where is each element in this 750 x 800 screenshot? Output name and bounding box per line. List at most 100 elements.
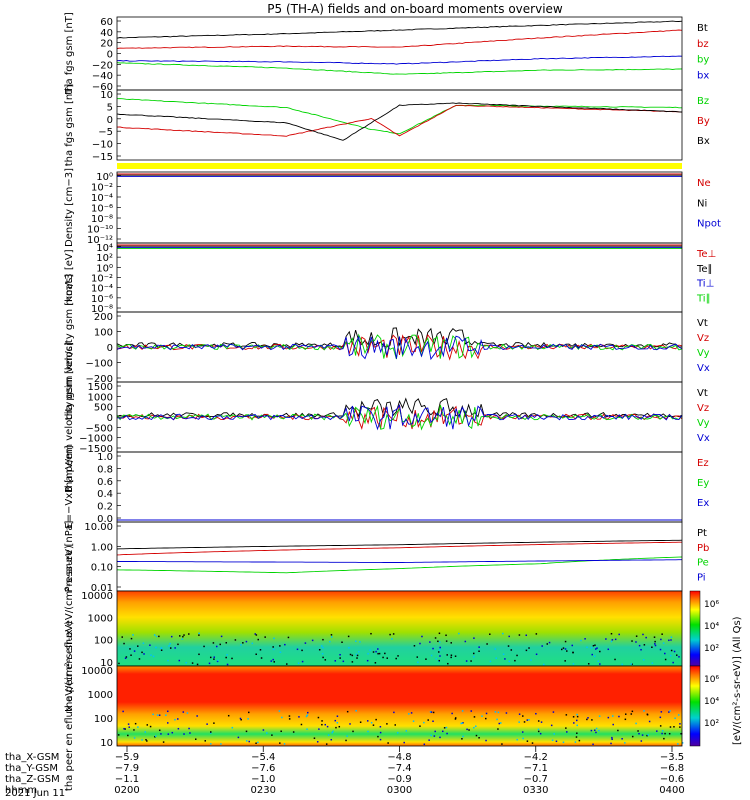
- spectrogram-speck: [594, 729, 596, 732]
- y-tick-label: 0.0: [97, 514, 113, 525]
- xaxis-value: −7.9: [115, 763, 139, 774]
- spectrogram-speck: [641, 734, 644, 736]
- spectrogram-speck: [231, 726, 234, 729]
- y-tick-label: 0.6: [97, 477, 113, 488]
- spectrogram-speck: [318, 728, 320, 730]
- spectrogram-speck: [239, 717, 242, 720]
- spectrogram-speck: [220, 743, 222, 745]
- spectrogram-speck: [460, 722, 462, 725]
- spectrogram-speck: [266, 732, 268, 734]
- spectrogram-speck: [336, 715, 339, 717]
- spectrogram-speck: [171, 731, 174, 734]
- spectrogram-speck: [562, 741, 565, 744]
- spectrogram-speck: [181, 638, 183, 640]
- spectrogram-speck: [382, 656, 384, 659]
- spectrogram-speck: [356, 657, 358, 659]
- spectrogram-speck: [352, 730, 354, 733]
- spectrogram-speck: [526, 719, 529, 721]
- spectrogram-speck: [174, 718, 176, 721]
- spectrogram-speck: [514, 659, 516, 662]
- spectrogram-speck: [321, 720, 323, 722]
- spectrogram-speck: [576, 724, 578, 727]
- spectrogram-speck: [367, 730, 369, 733]
- series-line: [116, 335, 683, 361]
- xaxis-value: −0.6: [660, 774, 684, 785]
- spectrogram-speck: [301, 649, 303, 652]
- spectrogram-speck: [141, 739, 143, 741]
- spectrogram-speck: [260, 657, 263, 659]
- legend-Pt: Pt: [697, 528, 707, 539]
- series-line: [116, 102, 683, 141]
- spectrogram-speck: [535, 633, 538, 635]
- y-tick-label: 20: [100, 39, 113, 50]
- spectrogram-speck: [679, 723, 681, 725]
- spectrogram-speck: [329, 640, 331, 643]
- spectrogram-speck: [322, 638, 324, 641]
- spectrogram-speck: [379, 731, 382, 734]
- xaxis-value: −0.9: [387, 774, 411, 785]
- spectrogram-speck: [485, 717, 487, 720]
- series-line: [116, 397, 683, 418]
- panel-density: Density [cm−3] 10⁰10⁻²10⁻⁴10⁻⁶10⁻⁸10⁻¹⁰10…: [64, 168, 721, 247]
- spectrogram-speck: [359, 721, 362, 723]
- spectrogram-speck: [526, 740, 529, 742]
- spectrogram-speck: [149, 644, 151, 646]
- spectrogram-speck: [210, 743, 212, 745]
- panel-pressure: Pressure [nPa] 10.00 1.00 0.10 0.01 Pt Pb Pe Pi: [64, 521, 709, 594]
- spectrogram-speck: [462, 722, 464, 724]
- spectrogram-speck: [574, 741, 577, 743]
- spectrogram-speck: [596, 647, 598, 649]
- spectrogram-speck: [213, 658, 215, 660]
- spectrogram-speck: [334, 660, 337, 662]
- panel-ylabel: Pressure [nPa]: [64, 521, 75, 593]
- spectrogram-speck: [470, 710, 473, 712]
- spectrogram-speck: [318, 648, 321, 651]
- spectrogram-speck: [345, 739, 347, 742]
- spectrogram-speck: [395, 657, 397, 660]
- spectrogram-speck: [445, 640, 448, 642]
- spectrogram-speck: [640, 740, 643, 742]
- spectrogram-speck: [393, 711, 395, 714]
- spectrogram-speck: [624, 742, 626, 744]
- spectrogram-speck: [461, 722, 463, 724]
- spectrogram-speck: [177, 643, 179, 646]
- series-line: [116, 104, 683, 137]
- spectrogram-speck: [375, 718, 377, 721]
- spectrogram-speck: [522, 715, 524, 717]
- legend-By: By: [697, 116, 710, 127]
- spectrogram-speck: [661, 732, 663, 735]
- spectrogram-speck: [528, 647, 530, 649]
- spectrogram-speck: [670, 636, 673, 638]
- y-tick-label: 10⁰: [96, 172, 113, 183]
- spectrogram-speck: [635, 641, 637, 643]
- spectrogram-speck: [311, 639, 314, 642]
- panel-peem-velocity: tha peem velocity gsm [km/s] 150010005000…: [64, 342, 710, 492]
- spectrogram-speck: [169, 647, 172, 649]
- spectrogram-speck: [346, 735, 348, 737]
- spectrogram-speck: [220, 635, 223, 638]
- spectrogram-speck: [651, 646, 653, 648]
- spectrogram-speck: [300, 723, 303, 726]
- legend-Te⊥: Te⊥: [696, 249, 716, 260]
- spectrogram-speck: [566, 650, 568, 652]
- legend-Pi: Pi: [697, 572, 706, 583]
- spectrogram-speck: [450, 642, 452, 644]
- spectrogram-speck: [379, 738, 382, 741]
- panel-peer-spectrogram: tha peer en eflux eV/(cm²-s-sr-eV) 100001…: [64, 621, 684, 791]
- spectrogram-speck: [255, 742, 257, 745]
- xaxis-value: −5.4: [251, 752, 275, 763]
- y-tick-label: 10⁻¹⁰: [87, 225, 113, 236]
- spectrogram-speck: [370, 632, 372, 635]
- spectrogram-speck: [138, 658, 141, 660]
- panel-efield: E=−VxB [mV/m] 1.00.8 0.60.4 0.20.0 Ez Ey Ex: [64, 445, 709, 528]
- spectrogram-speck: [248, 740, 250, 743]
- spectrogram-speck: [537, 728, 540, 731]
- y-tick-label: 10⁻⁸: [91, 304, 113, 315]
- spectrogram-speck: [123, 642, 125, 645]
- spectrogram-speck: [186, 712, 189, 714]
- spectrogram-speck: [346, 710, 349, 713]
- spectrogram-speck: [611, 639, 614, 641]
- spectrogram-speck: [472, 652, 475, 655]
- spectrogram-speck: [672, 661, 674, 664]
- spectrogram-speck: [154, 736, 156, 738]
